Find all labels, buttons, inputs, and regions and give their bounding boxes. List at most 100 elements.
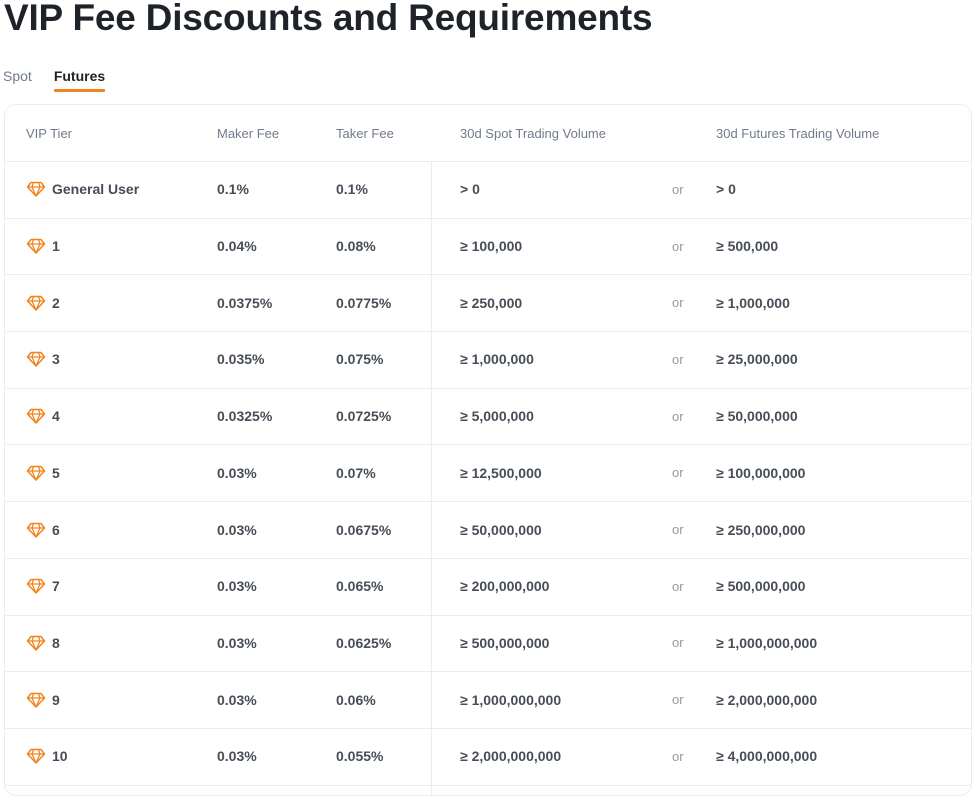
tier-cell: 7 [26, 558, 60, 615]
spot-volume-cell: ≥ 50,000,000 [460, 521, 542, 538]
diamond-icon [26, 578, 46, 594]
diamond-icon [26, 408, 46, 424]
taker-fee-cell: 0.065% [336, 578, 384, 595]
header-spot-volume: 30d Spot Trading Volume [460, 125, 606, 141]
futures-volume-cell: ≥ 500,000 [716, 238, 779, 255]
futures-volume-cell: ≥ 100,000,000 [716, 464, 806, 481]
maker-fee-cell: 0.0375% [217, 294, 273, 311]
futures-volume-cell: ≥ 4,000,000,000 [716, 748, 818, 765]
tab-spot[interactable]: Spot [3, 68, 32, 84]
maker-fee-cell: 0.1% [217, 181, 249, 198]
spot-volume-cell: ≥ 200,000,000 [460, 578, 550, 595]
tier-cell: 2 [26, 274, 60, 331]
tier-label: 10 [52, 748, 68, 765]
spot-volume-cell: ≥ 5,000,000 [460, 408, 534, 425]
spot-volume-cell: ≥ 12,500,000 [460, 464, 542, 481]
taker-fee-cell: 0.0675% [336, 521, 392, 538]
table-row: 1 0.04% 0.08% ≥ 100,000 or ≥ 500,000 [5, 218, 971, 276]
futures-volume-cell: ≥ 1,000,000 [716, 294, 790, 311]
tier-cell: 3 [26, 331, 60, 388]
tab-futures[interactable]: Futures [53, 64, 106, 92]
spot-volume-cell: ≥ 2,000,000,000 [460, 748, 562, 765]
or-separator: or [672, 578, 684, 594]
futures-volume-cell: ≥ 250,000,000 [716, 521, 806, 538]
tier-label: 3 [52, 351, 60, 368]
vip-fee-table: VIP Tier Maker Fee Taker Fee 30d Spot Tr… [4, 104, 972, 796]
or-separator: or [672, 748, 684, 764]
diamond-icon [26, 181, 46, 198]
or-separator: or [672, 692, 684, 708]
spot-volume-cell: ≥ 1,000,000 [460, 351, 534, 368]
taker-fee-cell: 0.08% [336, 238, 376, 255]
maker-fee-cell: 0.03% [217, 691, 257, 708]
page-title: VIP Fee Discounts and Requirements [4, 0, 653, 38]
tier-label: 2 [52, 294, 60, 311]
maker-fee-cell: 0.04% [217, 238, 257, 255]
table-row: 3 0.035% 0.075% ≥ 1,000,000 or ≥ 25,000,000 [5, 331, 971, 389]
taker-fee-cell: 0.06% [336, 691, 376, 708]
maker-fee-cell: 0.03% [217, 578, 257, 595]
maker-fee-cell: 0.03% [217, 634, 257, 651]
or-separator: or [672, 635, 684, 651]
or-separator: or [672, 465, 684, 481]
tab-bar: Spot Futures [3, 64, 106, 92]
or-separator: or [672, 238, 684, 254]
taker-fee-cell: 0.07% [336, 464, 376, 481]
or-separator: or [672, 181, 684, 197]
futures-volume-cell: ≥ 2,000,000,000 [716, 691, 818, 708]
table-row: 2 0.0375% 0.0775% ≥ 250,000 or ≥ 1,000,000 [5, 274, 971, 333]
diamond-icon [26, 748, 46, 765]
table-header: VIP Tier Maker Fee Taker Fee 30d Spot Tr… [5, 105, 971, 162]
spot-volume-cell: ≥ 500,000,000 [460, 634, 550, 651]
tier-label: 6 [52, 521, 60, 538]
table-row: 10 0.03% 0.055% ≥ 2,000,000,000 or ≥ 4,000,00… [5, 728, 971, 786]
tier-cell: 6 [26, 501, 60, 558]
column-divider [431, 161, 432, 795]
table-row: 9 0.03% 0.06% ≥ 1,000,000,000 or ≥ 2,000,000,… [5, 671, 971, 729]
tier-cell: 9 [26, 671, 60, 728]
or-separator: or [672, 295, 684, 311]
diamond-icon [26, 351, 46, 368]
maker-fee-cell: 0.03% [217, 464, 257, 481]
header-maker-fee: Maker Fee [217, 125, 280, 141]
maker-fee-cell: 0.03% [217, 748, 257, 765]
diamond-icon [26, 465, 46, 481]
taker-fee-cell: 0.0775% [336, 294, 392, 311]
maker-fee-cell: 0.035% [217, 351, 265, 368]
tier-label: 9 [52, 691, 60, 708]
futures-volume-cell: ≥ 50,000,000 [716, 408, 798, 425]
diamond-icon [26, 522, 46, 538]
header-futures-volume: 30d Futures Trading Volume [716, 125, 880, 141]
header-taker-fee: Taker Fee [336, 125, 394, 141]
tier-label: 5 [52, 464, 60, 481]
table-row: 8 0.03% 0.0625% ≥ 500,000,000 or ≥ 1,000,000,… [5, 615, 971, 673]
diamond-icon [26, 295, 46, 311]
tier-label: General User [52, 181, 140, 198]
taker-fee-cell: 0.055% [336, 748, 384, 765]
table-row: 4 0.0325% 0.0725% ≥ 5,000,000 or ≥ 50,000,000 [5, 388, 971, 446]
futures-volume-cell: ≥ 500,000,000 [716, 578, 806, 595]
diamond-icon [26, 692, 46, 708]
tier-cell: General User [26, 161, 139, 218]
or-separator: or [672, 408, 684, 424]
or-separator: or [672, 522, 684, 538]
maker-fee-cell: 0.0325% [217, 408, 273, 425]
tier-label: 4 [52, 408, 60, 425]
tier-cell: 5 [26, 445, 60, 502]
taker-fee-cell: 0.1% [336, 181, 368, 198]
futures-volume-cell: > 0 [716, 181, 736, 198]
tier-cell: 4 [26, 388, 60, 445]
header-vip-tier: VIP Tier [26, 125, 73, 141]
spot-volume-cell: ≥ 100,000 [460, 238, 523, 255]
tier-cell: 10 [26, 728, 68, 785]
table-row: 6 0.03% 0.0675% ≥ 50,000,000 or ≥ 250,000,000 [5, 501, 971, 559]
tier-label: 8 [52, 634, 60, 651]
maker-fee-cell: 0.03% [217, 521, 257, 538]
spot-volume-cell: ≥ 1,000,000,000 [460, 691, 562, 708]
taker-fee-cell: 0.0725% [336, 408, 392, 425]
spot-volume-cell: > 0 [460, 181, 480, 198]
table-row: 7 0.03% 0.065% ≥ 200,000,000 or ≥ 500,000,000 [5, 558, 971, 616]
futures-volume-cell: ≥ 1,000,000,000 [716, 634, 818, 651]
spot-volume-cell: ≥ 250,000 [460, 294, 523, 311]
tier-label: 7 [52, 578, 60, 595]
